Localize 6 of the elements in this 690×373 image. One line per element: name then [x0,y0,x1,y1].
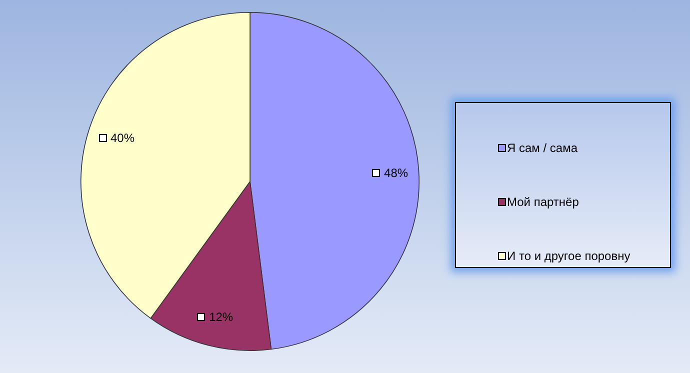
legend-label: И то и другое поровну [507,249,630,263]
slice-label: Я сам / сама [507,141,578,155]
legend-label: Мой партнёр [507,195,579,209]
data-label: 48% [384,166,408,180]
data-label: 12% [209,310,234,324]
data-label: 40% [110,131,135,146]
